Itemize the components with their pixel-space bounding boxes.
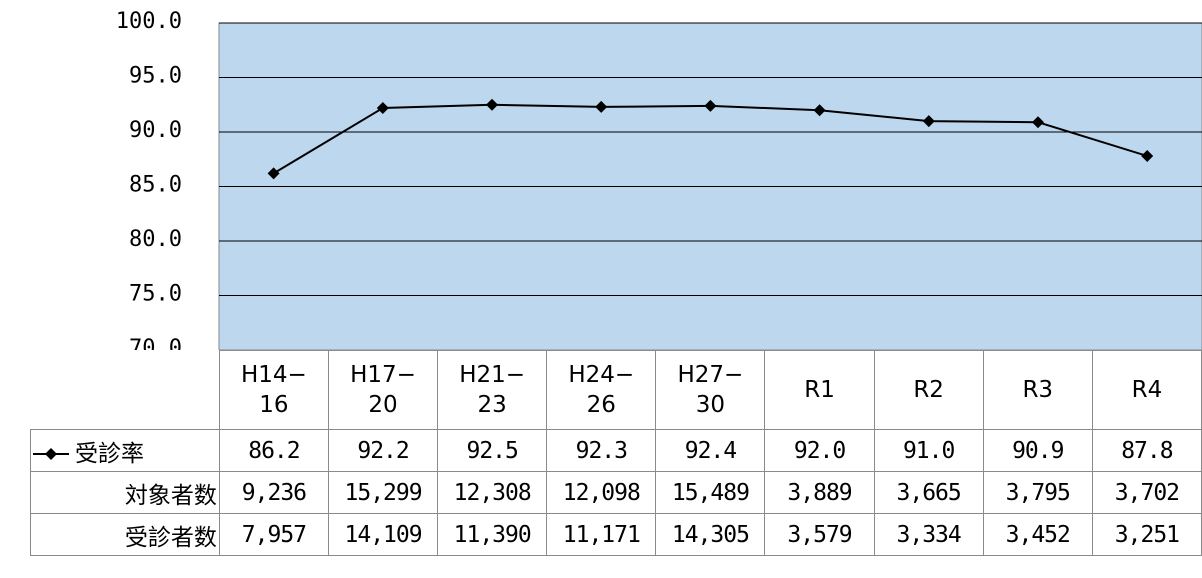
- x-tick-label-line: H27−: [677, 362, 744, 388]
- data-label: 11,171: [546, 513, 657, 556]
- x-tick-label: H24− 26: [546, 350, 657, 430]
- x-tick-label-line: H21−: [459, 362, 526, 388]
- row-label: 対象者数: [124, 482, 217, 509]
- x-tick-label: R3: [982, 350, 1093, 430]
- table-row: 受診率 86.2 92.2 92.5 92.3 92.4 92.0 91.0 90.9 87.8: [30, 429, 1202, 472]
- x-tick-label-line: 26: [586, 392, 616, 418]
- x-tick-label: H14− 16: [218, 350, 329, 430]
- y-tick-label: 95.0: [129, 64, 182, 89]
- data-label: 90.9: [982, 429, 1093, 472]
- x-tick-label: H21− 23: [437, 350, 548, 430]
- x-tick-label-line: R2: [913, 377, 944, 403]
- legend-key-icon: [33, 448, 69, 460]
- data-label: 15,489: [655, 471, 766, 514]
- y-tick-label: 100.0: [116, 9, 182, 34]
- data-label: 86.2: [218, 429, 329, 472]
- x-tick-label-line: R4: [1131, 377, 1163, 403]
- x-tick-label-line: H14−: [241, 362, 307, 388]
- data-point: [376, 102, 389, 115]
- row-label: 受診者数: [124, 524, 217, 551]
- data-point: [1141, 149, 1154, 162]
- data-label: 92.0: [764, 429, 875, 472]
- data-label: 91.0: [873, 429, 984, 472]
- x-tick-label: H27− 30: [655, 350, 766, 430]
- category-row: H14− 16 H17− 20 H21− 23 H24− 26 H27− 30 R1 R2 R3 R4: [30, 350, 1202, 430]
- line-chart: 70.0 75.0 80.0 85.0 90.0 95.0 100.0: [116, 9, 1202, 350]
- row-label: 受診率: [75, 440, 144, 467]
- y-tick-label: 70.0: [129, 336, 182, 350]
- x-tick-label-line: 16: [259, 392, 289, 418]
- x-tick-label-line: 30: [695, 392, 726, 418]
- table-corner: [30, 350, 220, 430]
- x-tick-label-line: R1: [804, 377, 835, 403]
- y-tick-label: 85.0: [129, 173, 182, 198]
- x-tick-label: H17− 20: [327, 350, 439, 430]
- data-label: 3,452: [982, 513, 1093, 556]
- data-label: 92.3: [546, 429, 657, 472]
- data-label: 3,795: [982, 471, 1093, 514]
- data-label: 3,251: [1091, 513, 1202, 556]
- row-header: 受診者数: [30, 513, 220, 556]
- data-label: 3,702: [1091, 471, 1202, 514]
- data-point: [595, 100, 608, 113]
- table-row: 受診者数 7,957 14,109 11,390 11,171 14,305 3,579 3,…: [30, 513, 1202, 556]
- series-markers: [267, 98, 1154, 180]
- y-tick-label: 90.0: [129, 118, 182, 143]
- data-label: 14,305: [655, 513, 766, 556]
- data-point: [922, 115, 935, 128]
- data-label: 3,665: [873, 471, 984, 514]
- data-label: 3,889: [764, 471, 875, 514]
- data-label: 92.4: [655, 429, 766, 472]
- data-point: [704, 99, 717, 112]
- data-label: 11,390: [437, 513, 548, 556]
- gridlines: [219, 22, 1202, 296]
- y-tick-label: 80.0: [129, 227, 182, 252]
- y-tick-label: 75.0: [129, 282, 182, 307]
- data-point: [1032, 116, 1044, 129]
- row-header: 対象者数: [30, 471, 220, 514]
- x-tick-label: R4: [1091, 350, 1202, 430]
- data-label: 3,579: [764, 513, 875, 556]
- data-label: 7,957: [218, 513, 329, 556]
- data-label: 15,299: [327, 471, 439, 514]
- data-label: 12,098: [546, 471, 657, 514]
- x-tick-label-line: H24−: [568, 362, 635, 388]
- data-point: [486, 98, 498, 111]
- data-label: 92.2: [327, 429, 439, 472]
- data-table: H14− 16 H17− 20 H21− 23 H24− 26 H27− 30 R1 R2 R3 R4 受診…: [30, 350, 1202, 556]
- data-label: 9,236: [218, 471, 329, 514]
- data-point: [813, 104, 826, 117]
- data-label: 87.8: [1091, 429, 1202, 472]
- row-header: 受診率: [30, 429, 220, 472]
- x-tick-label: R1: [764, 350, 875, 430]
- data-label: 12,308: [437, 471, 548, 514]
- data-label: 3,334: [873, 513, 984, 556]
- data-label: 14,109: [327, 513, 439, 556]
- table-row: 対象者数 9,236 15,299 12,308 12,098 15,489 3,889 3,…: [30, 471, 1202, 514]
- x-tick-label-line: R3: [1022, 377, 1054, 403]
- data-point: [267, 167, 280, 180]
- x-tick-label-line: 20: [368, 392, 398, 418]
- data-label: 92.5: [437, 429, 548, 472]
- y-axis-ticks: 70.0 75.0 80.0 85.0 90.0 95.0 100.0: [116, 9, 182, 350]
- x-tick-label-line: 23: [477, 392, 507, 418]
- x-tick-label-line: H17−: [350, 362, 416, 388]
- x-tick-label: R2: [873, 350, 984, 430]
